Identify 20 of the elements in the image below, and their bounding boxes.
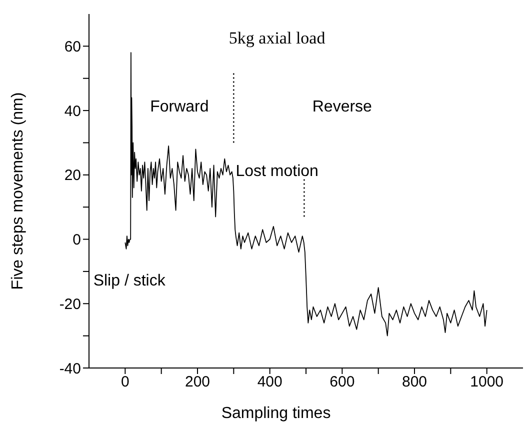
x-tick-label: 200: [184, 374, 210, 391]
y-tick-label: 60: [64, 38, 81, 56]
y-tick-label: -40: [59, 360, 81, 378]
x-tick-label: 800: [402, 374, 428, 391]
x-tick-label: 1000: [470, 374, 504, 391]
line-series: [124, 52, 488, 336]
x-tick-label: 600: [330, 374, 355, 391]
annotation: Forward: [150, 98, 209, 116]
annotation: Reverse: [312, 98, 372, 116]
y-tick-label: 20: [64, 167, 81, 184]
y-tick-label: 40: [64, 102, 81, 120]
annotation: Lost motion: [236, 162, 318, 180]
y-tick-label: 0: [72, 232, 81, 249]
annotation: Slip / stick: [93, 272, 166, 290]
x-tick-label: 400: [257, 374, 282, 391]
y-axis-title: Five steps movements (nm): [10, 92, 27, 290]
x-axis-title: Sampling times: [221, 405, 331, 422]
annotation: 5kg axial load: [228, 28, 326, 48]
y-tick-label: -20: [59, 296, 81, 313]
x-tick-label: 0: [120, 374, 130, 391]
